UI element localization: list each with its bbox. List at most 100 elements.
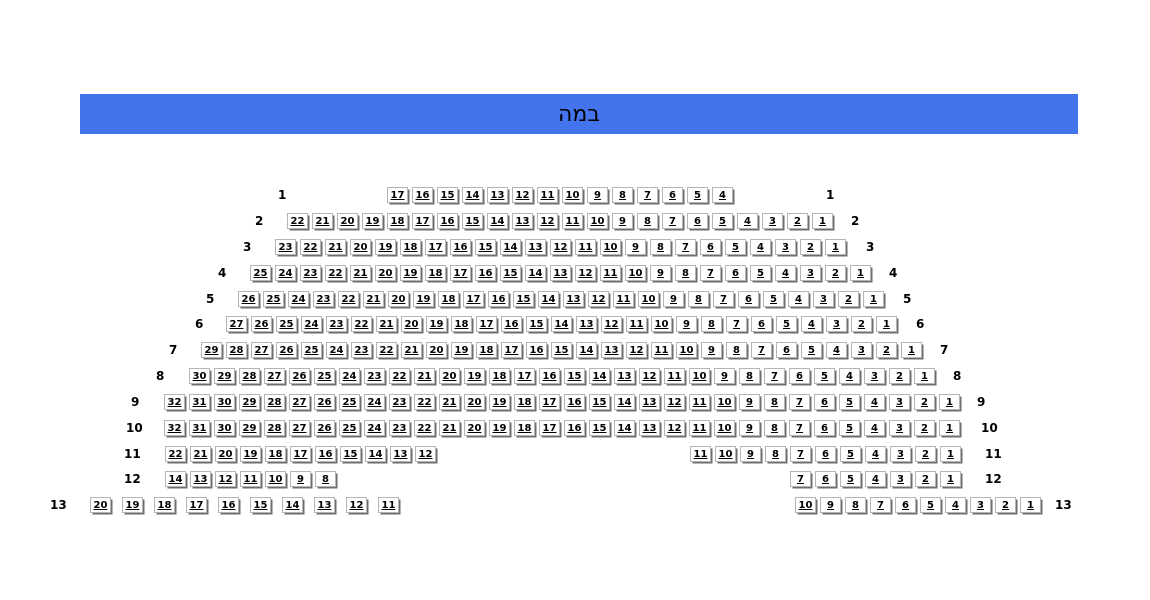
seat[interactable]: 3 [889, 420, 910, 436]
seat[interactable]: 12 [537, 213, 558, 229]
seat[interactable]: 6 [815, 446, 836, 462]
seat[interactable]: 15 [526, 316, 547, 332]
seat[interactable]: 22 [414, 394, 435, 410]
seat[interactable]: 9 [676, 316, 697, 332]
seat[interactable]: 20 [350, 239, 371, 255]
seat[interactable]: 19 [240, 446, 261, 462]
seat[interactable]: 13 [576, 316, 597, 332]
seat[interactable]: 6 [662, 187, 683, 203]
seat[interactable]: 28 [264, 394, 285, 410]
seat[interactable]: 4 [864, 420, 885, 436]
seat[interactable]: 19 [413, 291, 434, 307]
seat[interactable]: 2 [914, 394, 935, 410]
seat[interactable]: 23 [326, 316, 347, 332]
seat[interactable]: 5 [712, 213, 733, 229]
seat[interactable]: 17 [539, 394, 560, 410]
seat[interactable]: 8 [637, 213, 658, 229]
seat[interactable]: 17 [387, 187, 408, 203]
seat[interactable]: 32 [164, 394, 185, 410]
seat[interactable]: 3 [813, 291, 834, 307]
seat[interactable]: 29 [239, 420, 260, 436]
seat[interactable]: 12 [346, 497, 367, 513]
seat[interactable]: 19 [426, 316, 447, 332]
seat[interactable]: 11 [378, 497, 399, 513]
seat[interactable]: 17 [425, 239, 446, 255]
seat[interactable]: 19 [451, 342, 472, 358]
seat[interactable]: 1 [940, 471, 961, 487]
seat[interactable]: 30 [214, 394, 235, 410]
seat[interactable]: 10 [625, 265, 646, 281]
seat[interactable]: 13 [525, 239, 546, 255]
seat[interactable]: 2 [995, 497, 1016, 513]
seat[interactable]: 18 [451, 316, 472, 332]
seat[interactable]: 12 [588, 291, 609, 307]
seat[interactable]: 20 [215, 446, 236, 462]
seat[interactable]: 16 [488, 291, 509, 307]
seat[interactable]: 2 [915, 446, 936, 462]
seat[interactable]: 24 [275, 265, 296, 281]
seat[interactable]: 2 [838, 291, 859, 307]
seat[interactable]: 19 [400, 265, 421, 281]
seat[interactable]: 14 [462, 187, 483, 203]
seat[interactable]: 1 [939, 394, 960, 410]
seat[interactable]: 16 [315, 446, 336, 462]
seat[interactable]: 5 [801, 342, 822, 358]
seat[interactable]: 29 [201, 342, 222, 358]
seat[interactable]: 20 [90, 497, 111, 513]
seat[interactable]: 9 [650, 265, 671, 281]
seat[interactable]: 12 [639, 368, 660, 384]
seat[interactable]: 4 [712, 187, 733, 203]
seat[interactable]: 4 [750, 239, 771, 255]
seat[interactable]: 14 [551, 316, 572, 332]
seat[interactable]: 21 [350, 265, 371, 281]
seat[interactable]: 26 [314, 420, 335, 436]
seat[interactable]: 25 [301, 342, 322, 358]
seat[interactable]: 16 [564, 394, 585, 410]
seat[interactable]: 14 [614, 420, 635, 436]
seat[interactable]: 21 [325, 239, 346, 255]
seat[interactable]: 24 [326, 342, 347, 358]
seat[interactable]: 21 [401, 342, 422, 358]
seat[interactable]: 12 [626, 342, 647, 358]
seat[interactable]: 7 [790, 471, 811, 487]
seat[interactable]: 4 [865, 446, 886, 462]
seat[interactable]: 12 [215, 471, 236, 487]
seat[interactable]: 1 [914, 368, 935, 384]
seat[interactable]: 21 [439, 394, 460, 410]
seat[interactable]: 8 [315, 471, 336, 487]
seat[interactable]: 11 [613, 291, 634, 307]
seat[interactable]: 22 [376, 342, 397, 358]
seat[interactable]: 7 [790, 446, 811, 462]
seat[interactable]: 22 [389, 368, 410, 384]
seat[interactable]: 1 [901, 342, 922, 358]
seat[interactable]: 17 [476, 316, 497, 332]
seat[interactable]: 25 [339, 420, 360, 436]
seat[interactable]: 1 [863, 291, 884, 307]
seat[interactable]: 9 [820, 497, 841, 513]
seat[interactable]: 7 [675, 239, 696, 255]
seat[interactable]: 17 [501, 342, 522, 358]
seat[interactable]: 23 [313, 291, 334, 307]
seat[interactable]: 2 [889, 368, 910, 384]
seat[interactable]: 22 [414, 420, 435, 436]
seat[interactable]: 7 [789, 394, 810, 410]
seat[interactable]: 5 [840, 471, 861, 487]
seat[interactable]: 5 [920, 497, 941, 513]
seat[interactable]: 27 [289, 420, 310, 436]
seat[interactable]: 2 [915, 471, 936, 487]
seat[interactable]: 6 [687, 213, 708, 229]
seat[interactable]: 10 [587, 213, 608, 229]
seat[interactable]: 20 [464, 420, 485, 436]
seat[interactable]: 6 [725, 265, 746, 281]
seat[interactable]: 19 [464, 368, 485, 384]
seat[interactable]: 27 [264, 368, 285, 384]
seat[interactable]: 9 [612, 213, 633, 229]
seat[interactable]: 16 [526, 342, 547, 358]
seat[interactable]: 10 [638, 291, 659, 307]
seat[interactable]: 23 [389, 394, 410, 410]
seat[interactable]: 8 [764, 394, 785, 410]
seat[interactable]: 28 [239, 368, 260, 384]
seat[interactable]: 4 [788, 291, 809, 307]
seat[interactable]: 20 [439, 368, 460, 384]
seat[interactable]: 7 [870, 497, 891, 513]
